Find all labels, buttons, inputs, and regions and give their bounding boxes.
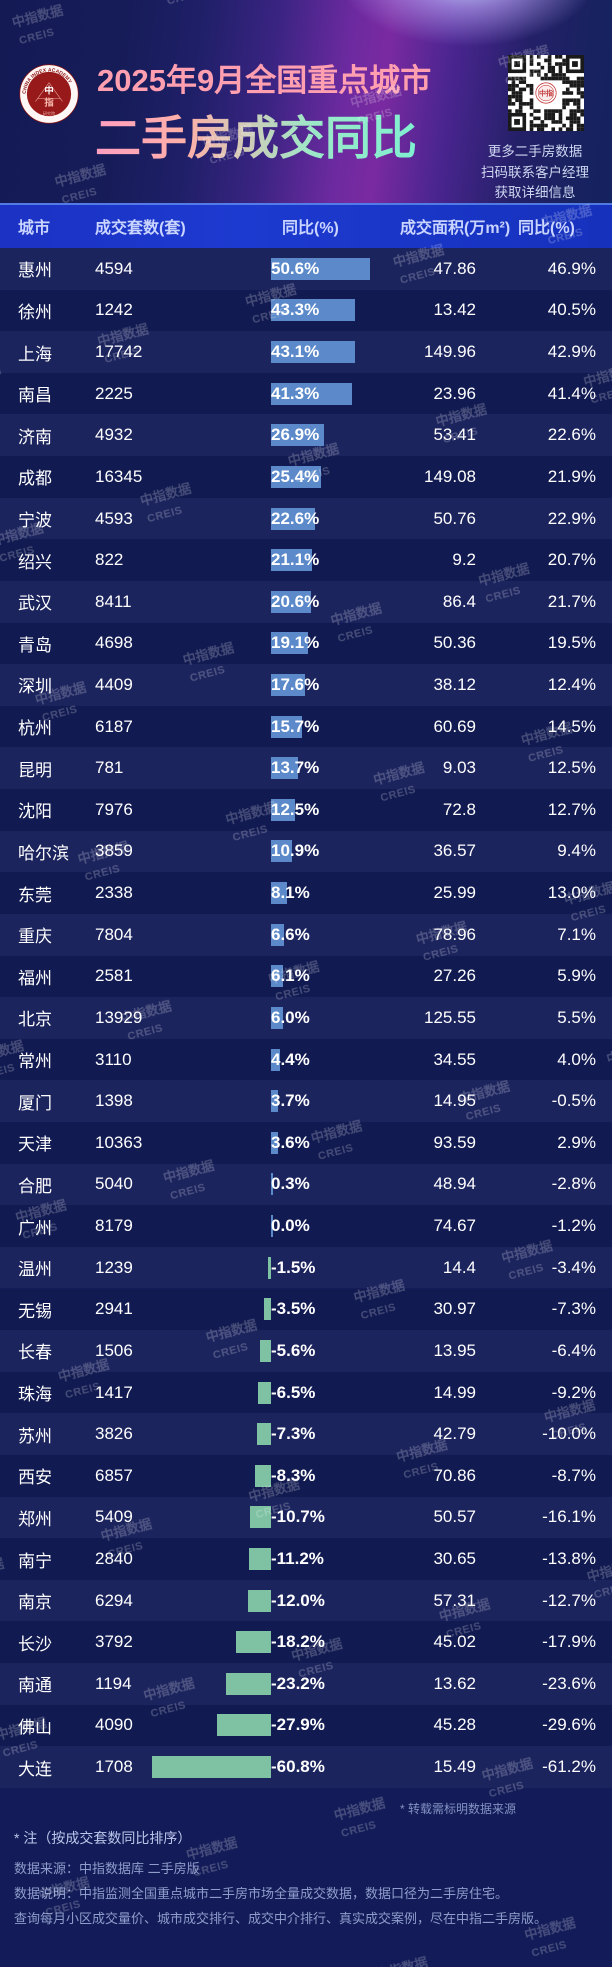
svg-text:中: 中 xyxy=(44,84,53,95)
svg-text:中指: 中指 xyxy=(539,89,553,98)
svg-text:研究院: 研究院 xyxy=(43,110,55,116)
svg-text:指: 指 xyxy=(44,97,54,108)
